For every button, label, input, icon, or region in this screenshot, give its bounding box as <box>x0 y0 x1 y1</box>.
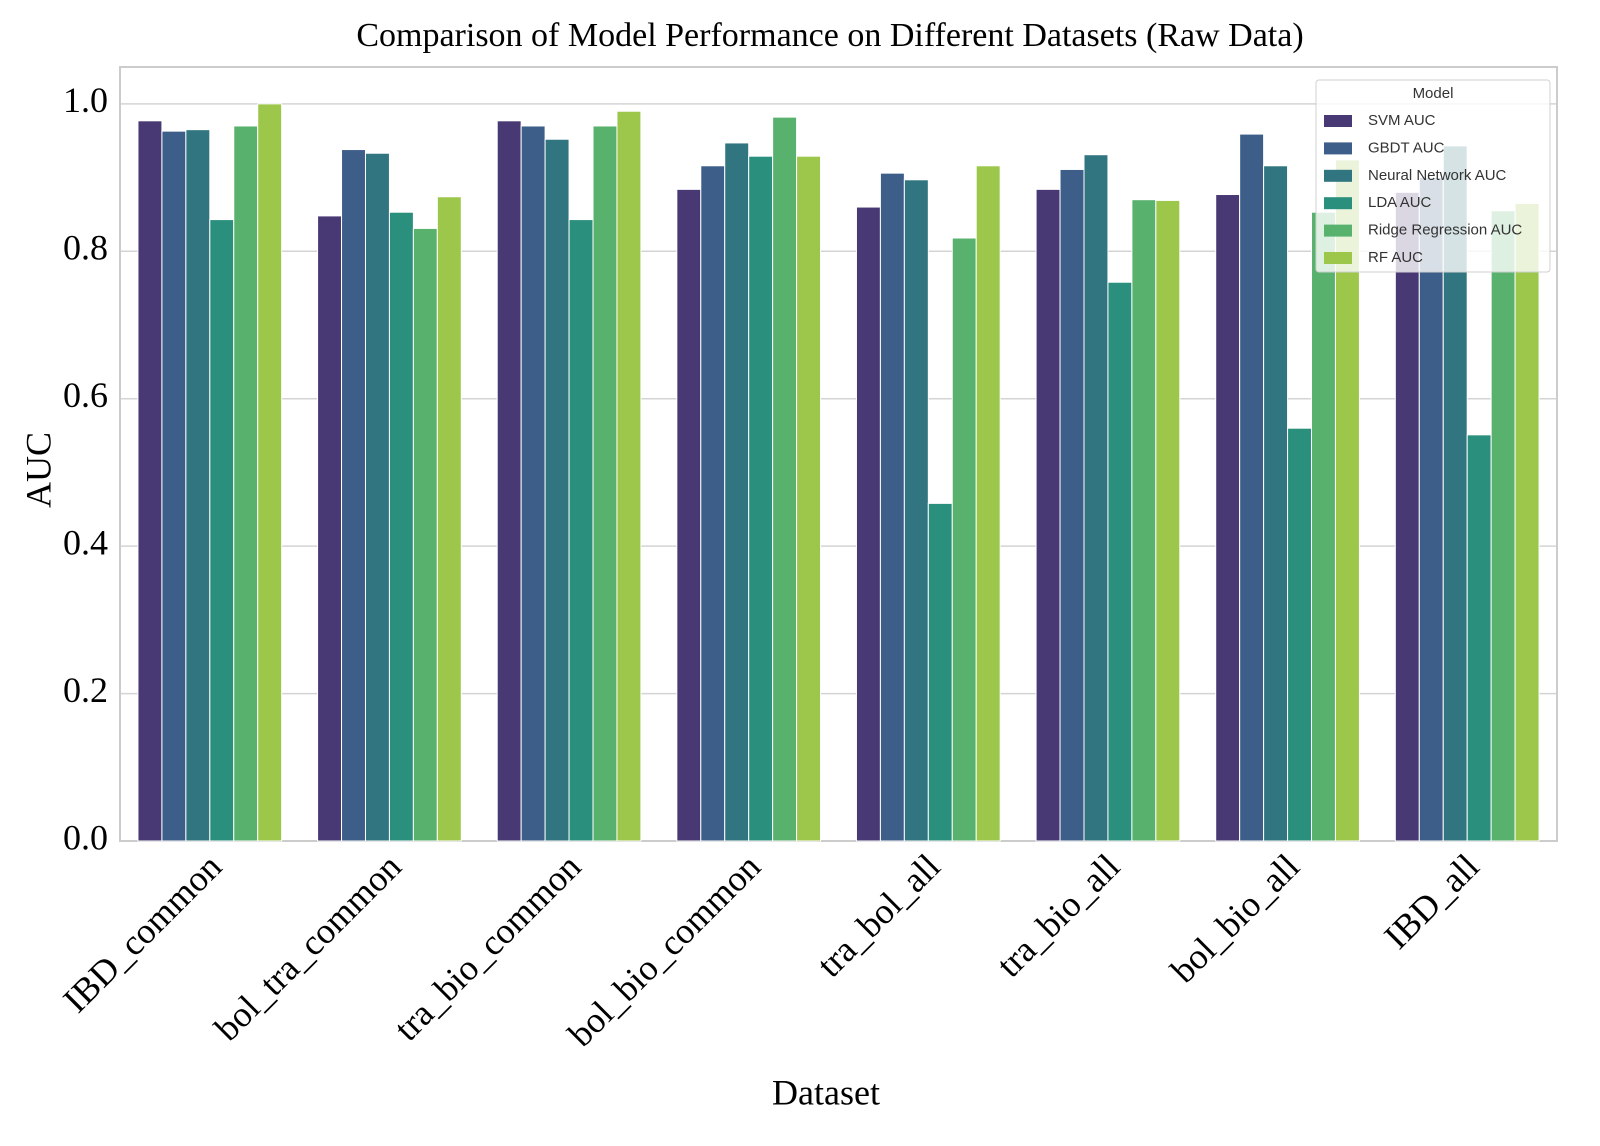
plot-frame <box>119 66 1558 842</box>
bar <box>1035 188 1061 842</box>
bar <box>879 172 905 842</box>
bar <box>233 125 259 842</box>
bar <box>748 155 774 842</box>
bar <box>1155 199 1181 842</box>
bar <box>1131 199 1157 842</box>
legend-swatch <box>1324 142 1352 155</box>
bar <box>1514 202 1540 842</box>
bar <box>1418 177 1444 842</box>
bar <box>1490 210 1516 842</box>
chart-title: Comparison of Model Performance on Diffe… <box>356 17 1303 54</box>
bar <box>592 125 618 842</box>
x-tick-label: tra_bio_all <box>989 846 1128 985</box>
bar <box>1059 168 1085 842</box>
bar <box>951 237 977 842</box>
y-tick-label: 0.4 <box>63 522 108 562</box>
bar <box>1083 154 1109 842</box>
y-tick-label: 0.8 <box>63 228 108 268</box>
bar <box>137 120 163 842</box>
legend-label: GBDT AUC <box>1368 139 1445 156</box>
legend-title: Model <box>1413 85 1454 102</box>
legend-label: LDA AUC <box>1368 194 1432 211</box>
bar <box>388 211 414 842</box>
bar <box>412 227 438 842</box>
bar <box>161 130 187 842</box>
y-tick-label: 0.6 <box>63 375 108 415</box>
y-tick-label: 0.2 <box>63 670 108 710</box>
bar <box>317 215 343 842</box>
bar <box>975 165 1001 842</box>
bar <box>1107 281 1133 842</box>
bar <box>700 165 726 842</box>
bar <box>1466 434 1492 842</box>
bar <box>257 103 283 842</box>
legend-swatch <box>1324 115 1352 127</box>
legend-swatch <box>1324 252 1352 264</box>
bar <box>724 142 750 842</box>
legend-swatch <box>1324 197 1352 210</box>
legend-swatch <box>1324 224 1352 237</box>
bar <box>364 152 390 842</box>
bar <box>1287 427 1313 842</box>
legend-label: Ridge Regression AUC <box>1368 222 1522 239</box>
x-tick-label: tra_bol_all <box>809 846 948 985</box>
y-tick-label: 1.0 <box>63 80 108 120</box>
bar <box>341 149 366 842</box>
bar <box>520 125 546 842</box>
bar <box>185 129 211 842</box>
bar <box>544 138 570 842</box>
y-axis-label: AUC <box>18 432 58 508</box>
x-tick-label: bol_bio_common <box>560 846 768 1054</box>
bar <box>568 219 594 842</box>
bar <box>616 110 642 842</box>
legend-label: Neural Network AUC <box>1368 167 1507 184</box>
x-tick-label: IBD_all <box>1376 846 1486 956</box>
x-tick-label: bol_bio_all <box>1163 846 1307 990</box>
bar <box>796 155 822 842</box>
bar <box>772 116 798 842</box>
bar <box>436 196 462 842</box>
legend-swatch <box>1324 169 1352 182</box>
x-tick-label: tra_bio_common <box>386 846 588 1048</box>
bar <box>855 206 881 842</box>
bar <box>1215 194 1241 842</box>
bar <box>1394 191 1420 842</box>
x-tick-label: IBD_common <box>55 846 229 1020</box>
legend-label: SVM AUC <box>1368 112 1436 129</box>
x-tick-label: bol_tra_common <box>207 846 409 1048</box>
bar <box>496 120 522 842</box>
bar <box>1311 211 1336 842</box>
bar <box>1239 133 1265 842</box>
bar <box>927 502 953 842</box>
bar <box>676 188 702 842</box>
bar <box>1263 165 1289 842</box>
x-axis-label: Dataset <box>772 1072 880 1112</box>
y-tick-label: 0.0 <box>63 817 108 857</box>
bar <box>903 179 929 842</box>
legend-box <box>1315 79 1551 273</box>
bar <box>209 219 235 842</box>
legend-label: RF AUC <box>1368 249 1423 266</box>
